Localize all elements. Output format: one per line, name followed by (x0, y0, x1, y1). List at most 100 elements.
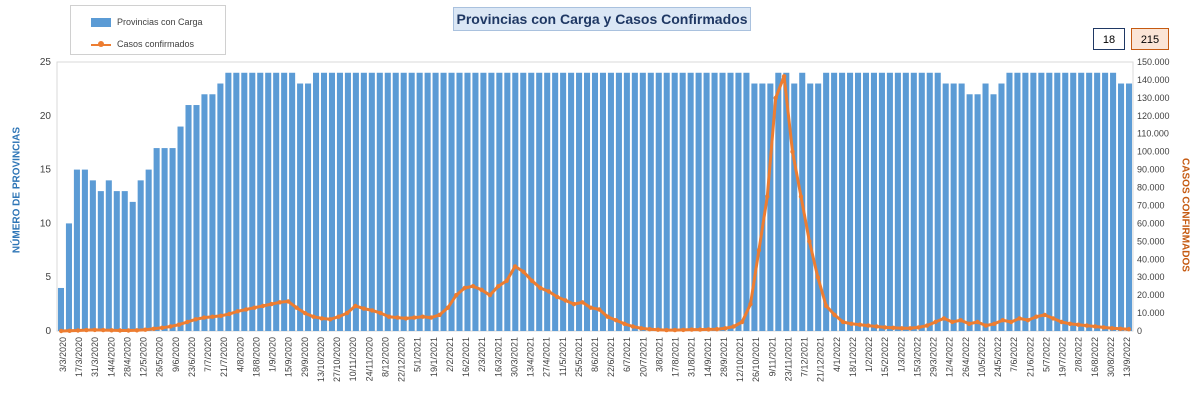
cases-point (655, 327, 661, 332)
bar (1102, 72, 1109, 331)
cases-point (277, 300, 282, 305)
y-axis-right-label: CASOS CONFIRMADOS (1179, 158, 1191, 272)
cases-point (1126, 327, 1132, 332)
x-tick-label: 11/5/2021 (558, 337, 568, 376)
x-tick-label: 15/3/2022 (912, 337, 922, 377)
x-tick-label: 7/12/2021 (800, 337, 810, 377)
x-tick-label: 22/6/2021 (606, 337, 616, 377)
cases-point (832, 312, 837, 318)
cases-point (185, 319, 190, 325)
bar (1030, 72, 1037, 331)
x-tick-label: 3/3/2020 (58, 337, 68, 372)
bar (839, 72, 846, 331)
bar (631, 72, 638, 331)
bar (504, 72, 511, 331)
bar (743, 72, 750, 331)
bar (878, 72, 885, 331)
cases-point (193, 317, 198, 322)
cases-point (555, 294, 560, 300)
cases-count-badge: 215 (1131, 28, 1169, 50)
cases-point (412, 315, 417, 320)
cases-point (378, 310, 383, 316)
cases-point (92, 327, 98, 333)
bar (910, 72, 917, 331)
bar (376, 72, 383, 331)
y-tick-label-left: 0 (45, 326, 51, 337)
cases-point (159, 325, 165, 330)
cases-point (336, 314, 341, 319)
bar (384, 72, 391, 331)
y-tick-label-left: 15 (40, 165, 52, 176)
bar (440, 72, 447, 331)
bar (934, 72, 941, 331)
bar (65, 223, 72, 331)
bar (1070, 72, 1077, 331)
x-tick-label: 7/7/2020 (203, 337, 213, 372)
x-tick-label: 12/10/2021 (735, 337, 745, 382)
bar (671, 72, 678, 331)
x-tick-label: 30/3/2021 (509, 337, 519, 377)
cases-point (1034, 314, 1039, 319)
cases-point (723, 326, 728, 331)
y-tick-label-right: 130.000 (1137, 93, 1170, 103)
bar (751, 83, 758, 332)
x-tick-label: 15/2/2022 (880, 337, 890, 377)
bar (862, 72, 870, 331)
cases-point (824, 303, 829, 309)
bar (265, 72, 272, 331)
bar (360, 72, 367, 331)
bar (161, 148, 168, 331)
x-tick-label: 13/4/2021 (526, 337, 536, 377)
cases-point (479, 287, 484, 292)
bar (73, 169, 80, 331)
y-tick-label-left: 25 (40, 57, 52, 68)
cases-point (470, 284, 476, 289)
cases-point (1118, 326, 1123, 331)
cases-point (1008, 319, 1014, 325)
cases-point (781, 74, 787, 79)
cases-point (319, 316, 324, 321)
bar (400, 72, 407, 331)
bar (1038, 72, 1045, 331)
bar (775, 72, 782, 331)
bar (249, 72, 256, 331)
bar (536, 72, 543, 331)
x-tick-label: 4/1/2022 (832, 337, 842, 372)
cases-point (1050, 316, 1056, 321)
cases-point (966, 321, 972, 326)
bar (544, 72, 551, 331)
y-tick-label-right: 60.000 (1137, 218, 1165, 228)
cases-point (815, 275, 820, 280)
cases-point (756, 248, 762, 253)
x-tick-label: 9/6/2020 (171, 337, 181, 372)
bar (974, 94, 981, 331)
bar (225, 72, 232, 331)
cases-point (529, 278, 535, 283)
cases-point (908, 326, 913, 331)
bar (1078, 72, 1085, 331)
bar (320, 72, 328, 331)
chart-title: Provincias con Carga y Casos Confirmados (453, 7, 751, 31)
x-tick-label: 10/5/2022 (977, 337, 987, 377)
bar (105, 180, 112, 331)
cases-point (924, 323, 930, 328)
bar (560, 72, 567, 331)
cases-point (1000, 318, 1005, 323)
bar (217, 83, 224, 332)
y-tick-label-right: 40.000 (1137, 254, 1165, 264)
bar (1014, 72, 1021, 331)
bar (998, 83, 1005, 332)
cases-point (697, 327, 703, 332)
bar (488, 72, 495, 331)
cases-point (201, 315, 207, 320)
cases-point (294, 305, 299, 310)
x-tick-label: 28/4/2020 (122, 337, 132, 377)
x-tick-label: 5/7/2022 (1041, 337, 1051, 372)
bar (639, 72, 646, 331)
bar (791, 83, 798, 332)
bar (153, 148, 160, 331)
x-tick-label: 19/1/2021 (429, 337, 439, 377)
x-tick-label: 6/7/2021 (622, 337, 632, 372)
bar (711, 72, 718, 331)
cases-point (1093, 324, 1098, 329)
